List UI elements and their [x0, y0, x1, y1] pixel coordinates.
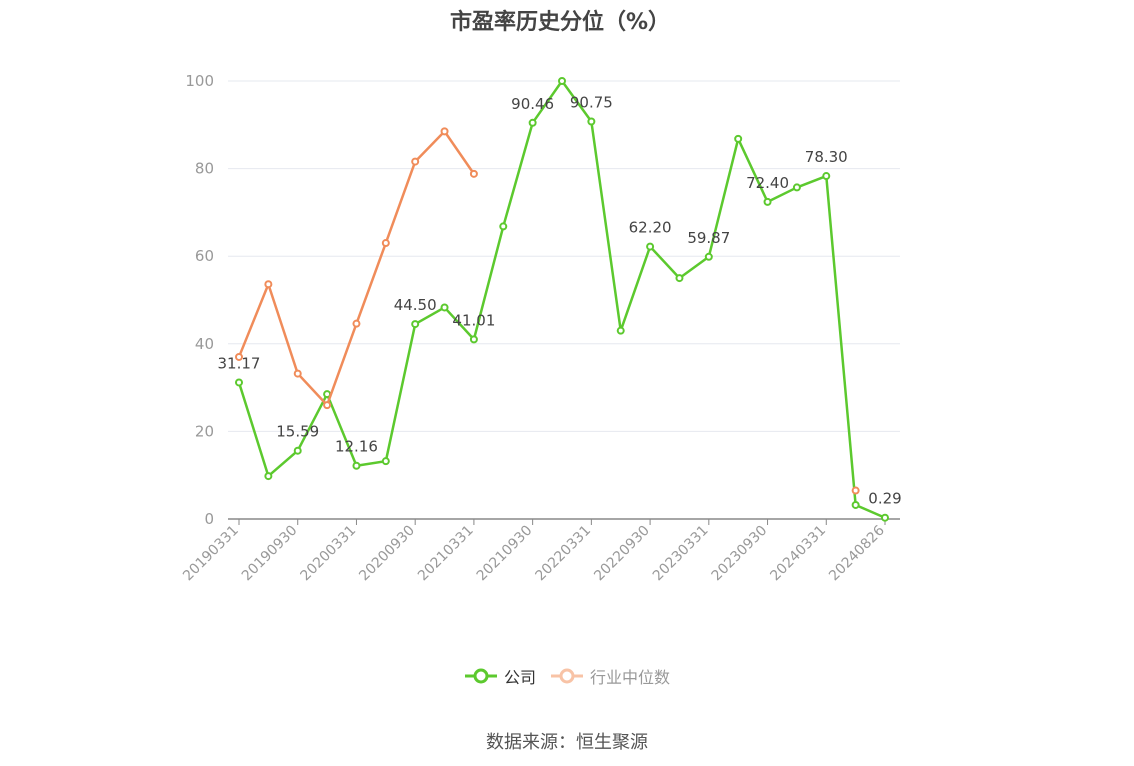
legend-label-company: 公司: [503, 668, 536, 687]
x-tick-label: 20220930: [591, 523, 653, 585]
x-tick-label: 20240826: [826, 522, 888, 584]
axes: 0 20 40 60 80 100 2019033120190930202003312020…: [180, 72, 900, 584]
y-tick-label: 80: [195, 160, 214, 178]
data-point-company: [704, 252, 713, 261]
legend-label-industry: 行业中位数: [590, 668, 671, 687]
x-tick-label: 20220331: [532, 523, 594, 585]
data-label: 31.17: [218, 354, 261, 372]
data-point-company: [734, 134, 743, 143]
x-tick-label: 20230331: [650, 523, 712, 585]
y-tick-label: 60: [195, 247, 214, 265]
data-label: 0.29: [868, 490, 901, 508]
data-label: 59.87: [687, 229, 730, 247]
grid-lines: [228, 80, 900, 432]
data-label: 90.46: [511, 95, 554, 113]
legend-industry-marker-icon: [551, 668, 583, 684]
series-lines: [235, 77, 889, 522]
data-point-company: [587, 117, 596, 126]
y-tick-label: 40: [195, 335, 214, 353]
data-point-industry: [264, 280, 273, 289]
data-point-company: [616, 326, 625, 335]
data-label: 90.75: [570, 94, 613, 112]
data-point-industry: [293, 369, 302, 378]
data-point-company: [558, 77, 566, 85]
data-point-company: [646, 242, 655, 251]
data-point-company: [411, 320, 420, 329]
data-label: 62.20: [629, 219, 672, 237]
data-point-industry: [323, 401, 332, 410]
data-point-company: [440, 303, 449, 312]
data-point-company: [881, 513, 889, 522]
source-note: 数据来源：恒生聚源: [486, 732, 648, 753]
data-point-company: [675, 274, 684, 283]
x-tick-label: 20200930: [356, 523, 418, 585]
data-label: 12.16: [335, 438, 378, 456]
x-tick-label: 20200331: [298, 523, 360, 585]
legend-item-company[interactable]: 公司: [464, 664, 536, 688]
data-point-company: [235, 378, 243, 387]
legend-item-industry[interactable]: 行业中位数: [550, 664, 670, 688]
x-tick-label: 20240331: [767, 523, 829, 585]
y-tick-label: 0: [204, 510, 214, 528]
y-tick-label: 20: [195, 422, 214, 440]
data-label: 78.30: [805, 148, 848, 166]
data-point-company: [264, 472, 273, 481]
data-point-company: [528, 118, 537, 127]
data-label: 41.01: [452, 311, 495, 329]
data-point-company: [851, 500, 860, 509]
data-point-industry: [469, 169, 478, 178]
x-tick-label: 20210930: [474, 523, 536, 585]
chart-title: 市盈率历史分位（%）: [449, 10, 671, 35]
data-point-industry: [440, 127, 449, 136]
x-tick-label: 20230930: [709, 523, 771, 585]
data-point-company: [763, 197, 772, 206]
data-point-company: [293, 446, 302, 455]
x-tick-label: 20190331: [180, 523, 242, 585]
data-point-company: [499, 222, 508, 231]
data-label: 15.59: [276, 423, 319, 441]
legend: 公司 行业中位数: [0, 664, 1134, 688]
data-point-industry: [235, 352, 243, 361]
data-point-company: [822, 172, 831, 181]
x-tick-label: 20190930: [239, 523, 301, 585]
data-point-company: [381, 457, 390, 466]
y-tick-label: 100: [185, 72, 214, 90]
series-line-industry: [237, 130, 475, 407]
data-labels: 31.17 15.59 12.16 44.50 41.01 90.46 90.75 62.20…: [218, 94, 902, 508]
data-point-company: [792, 183, 801, 192]
data-point-company: [469, 335, 478, 344]
data-point-industry: [352, 319, 361, 328]
data-point-company: [352, 461, 361, 470]
data-point-industry: [411, 157, 420, 166]
data-label: 72.40: [746, 174, 789, 192]
legend-company-marker-icon: [464, 668, 497, 684]
data-label: 44.50: [394, 296, 437, 314]
data-point-industry: [851, 486, 860, 495]
data-point-industry: [381, 239, 390, 248]
x-tick-label: 20210331: [415, 523, 477, 585]
